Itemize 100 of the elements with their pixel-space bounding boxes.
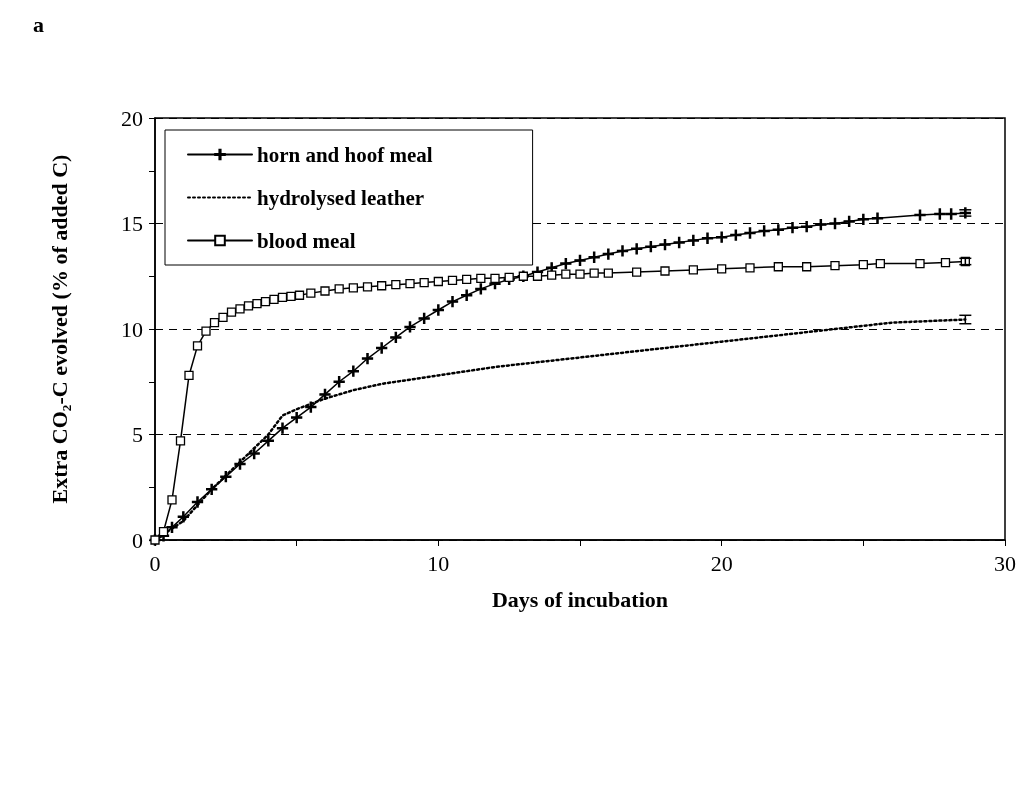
point — [447, 275, 458, 286]
point — [829, 217, 841, 230]
point — [716, 231, 728, 243]
point — [446, 295, 459, 308]
y-tick-label: 15 — [121, 211, 143, 236]
point — [209, 318, 220, 328]
point — [361, 352, 374, 365]
point — [462, 274, 472, 285]
point — [404, 321, 416, 333]
point — [262, 435, 274, 447]
point — [390, 331, 402, 344]
point — [191, 496, 204, 508]
point — [603, 268, 613, 278]
legend-label: blood meal — [257, 228, 356, 253]
point — [574, 254, 586, 267]
point — [177, 511, 189, 523]
x-tick-label: 0 — [149, 550, 161, 576]
point — [226, 307, 237, 317]
point — [218, 312, 228, 323]
point — [744, 227, 756, 239]
point — [433, 276, 443, 287]
point — [815, 218, 827, 231]
y-tick-label: 10 — [121, 316, 143, 342]
point — [362, 282, 373, 292]
point — [476, 273, 486, 284]
point — [418, 312, 430, 325]
point — [252, 299, 262, 309]
point — [377, 281, 387, 291]
point — [184, 370, 194, 381]
point — [234, 458, 246, 470]
point — [772, 224, 784, 236]
point — [320, 286, 330, 296]
point — [871, 212, 884, 224]
point — [745, 263, 755, 273]
point — [560, 257, 572, 270]
point — [319, 388, 331, 401]
x-axis-title: Days of incubation — [491, 586, 669, 612]
point — [419, 277, 429, 288]
point — [376, 342, 388, 354]
point — [659, 238, 671, 251]
point — [192, 341, 203, 351]
point — [589, 268, 599, 278]
point — [843, 215, 855, 228]
point — [673, 236, 685, 249]
point — [504, 272, 514, 282]
y-axis-title: Extra CO₂-C evolved (% of added C) — [46, 154, 72, 504]
point — [294, 290, 305, 300]
point — [348, 283, 358, 293]
point — [490, 273, 500, 284]
point — [166, 521, 178, 533]
point — [306, 288, 316, 298]
point — [858, 259, 868, 270]
point — [220, 471, 232, 483]
point — [276, 422, 289, 434]
point — [857, 213, 869, 225]
point — [773, 262, 783, 272]
point — [830, 261, 840, 271]
point — [167, 495, 177, 505]
point — [660, 266, 670, 276]
point — [632, 267, 642, 277]
point — [547, 270, 557, 280]
point — [588, 251, 600, 263]
point — [347, 365, 359, 377]
point — [801, 221, 813, 233]
legend-label: hydrolysed leather — [257, 185, 425, 210]
point — [201, 326, 211, 336]
point — [561, 269, 571, 279]
chart-title: a — [33, 11, 44, 37]
x-tick-label: 30 — [994, 550, 1016, 576]
point — [291, 411, 303, 424]
point — [875, 258, 885, 269]
y-tick-label: 20 — [121, 105, 143, 131]
point — [631, 243, 643, 255]
point — [461, 289, 473, 301]
point — [687, 234, 699, 247]
point — [235, 304, 245, 314]
y-tick-label: 0 — [132, 527, 143, 553]
point — [786, 222, 799, 234]
point — [914, 209, 926, 221]
point — [269, 294, 279, 305]
x-tick-label: 20 — [710, 550, 733, 576]
point — [940, 257, 951, 268]
point — [602, 248, 614, 260]
point — [575, 269, 585, 279]
point — [391, 280, 401, 290]
point — [802, 262, 812, 272]
point — [432, 304, 444, 316]
x-tick-label: 10 — [427, 550, 450, 576]
point — [717, 264, 727, 274]
point — [701, 232, 714, 244]
point — [286, 291, 296, 301]
point — [688, 265, 698, 275]
point — [206, 483, 218, 496]
point — [405, 278, 415, 289]
legend-label: horn and hoof meal — [257, 142, 433, 167]
point — [616, 245, 629, 257]
point — [645, 241, 657, 253]
point — [334, 284, 344, 294]
y-tick-label: 5 — [132, 422, 143, 447]
point — [248, 447, 260, 460]
